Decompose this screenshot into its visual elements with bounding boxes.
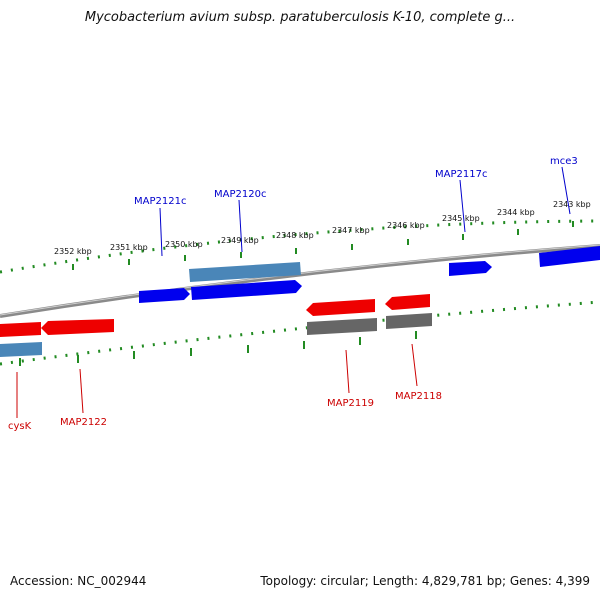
gene-arrow-mce3[interactable] bbox=[539, 246, 600, 267]
gene-label-map2118[interactable]: MAP2118 bbox=[395, 391, 442, 402]
forward-cds-features bbox=[189, 262, 301, 282]
tick-label: 2347 kbp bbox=[332, 226, 370, 235]
genome-backbone bbox=[0, 244, 600, 318]
cds-feature bbox=[0, 342, 42, 357]
tick-label: 2344 kbp bbox=[497, 208, 535, 217]
outer-tick-ring bbox=[0, 219, 600, 274]
gene-arrow-map2118[interactable] bbox=[385, 294, 430, 310]
gene-arrow-map2121c[interactable] bbox=[139, 288, 190, 303]
tick-label: 2352 kbp bbox=[54, 247, 92, 256]
gene-arrow-map2120c[interactable] bbox=[191, 280, 302, 300]
cds-feature bbox=[386, 313, 432, 329]
gene-label-map2119[interactable]: MAP2119 bbox=[327, 398, 374, 409]
gene-label-map2120c[interactable]: MAP2120c bbox=[214, 189, 266, 200]
gene-label-map2122[interactable]: MAP2122 bbox=[60, 417, 107, 428]
tick-label: 2351 kbp bbox=[110, 243, 148, 252]
tick-label: 2345 kbp bbox=[442, 214, 480, 223]
accession-text: Accession: NC_002944 bbox=[10, 574, 147, 588]
gene-arrow-map2119[interactable] bbox=[306, 299, 375, 316]
map-title: Mycobacterium avium subsp. paratuberculo… bbox=[84, 10, 516, 25]
forward-genes bbox=[139, 246, 600, 303]
reverse-leader-lines bbox=[16, 343, 418, 418]
cds-feature bbox=[189, 262, 301, 282]
gene-arrow-map2122[interactable] bbox=[41, 319, 114, 335]
reverse-cds-features bbox=[0, 313, 432, 357]
reverse-genes bbox=[0, 294, 430, 337]
forward-leader-lines bbox=[159, 166, 571, 257]
tick-label: 2349 kbp bbox=[221, 236, 259, 245]
inner-major-ticks bbox=[19, 331, 417, 366]
tick-labels: 2352 kbp 2351 kbp 2350 kbp 2349 kbp 2348… bbox=[54, 200, 591, 256]
tick-label: 2346 kbp bbox=[387, 221, 425, 230]
gene-label-cysk[interactable]: cysK bbox=[8, 421, 32, 432]
gene-arrow-cysk[interactable] bbox=[0, 322, 41, 337]
tick-label: 2343 kbp bbox=[553, 200, 591, 209]
gene-label-mce3[interactable]: mce3 bbox=[550, 156, 578, 167]
outer-major-ticks bbox=[72, 221, 574, 270]
cds-feature bbox=[307, 318, 377, 335]
tick-label: 2350 kbp bbox=[165, 240, 203, 249]
gene-label-map2121c[interactable]: MAP2121c bbox=[134, 196, 186, 207]
gene-label-map2117c[interactable]: MAP2117c bbox=[435, 169, 487, 180]
gene-labels: MAP2121c MAP2120c MAP2117c mce3 cysK MAP… bbox=[8, 156, 578, 432]
gene-arrow-map2117c[interactable] bbox=[449, 261, 492, 276]
tick-label: 2348 kbp bbox=[276, 231, 314, 240]
genome-stats-text: Topology: circular; Length: 4,829,781 bp… bbox=[260, 574, 590, 588]
